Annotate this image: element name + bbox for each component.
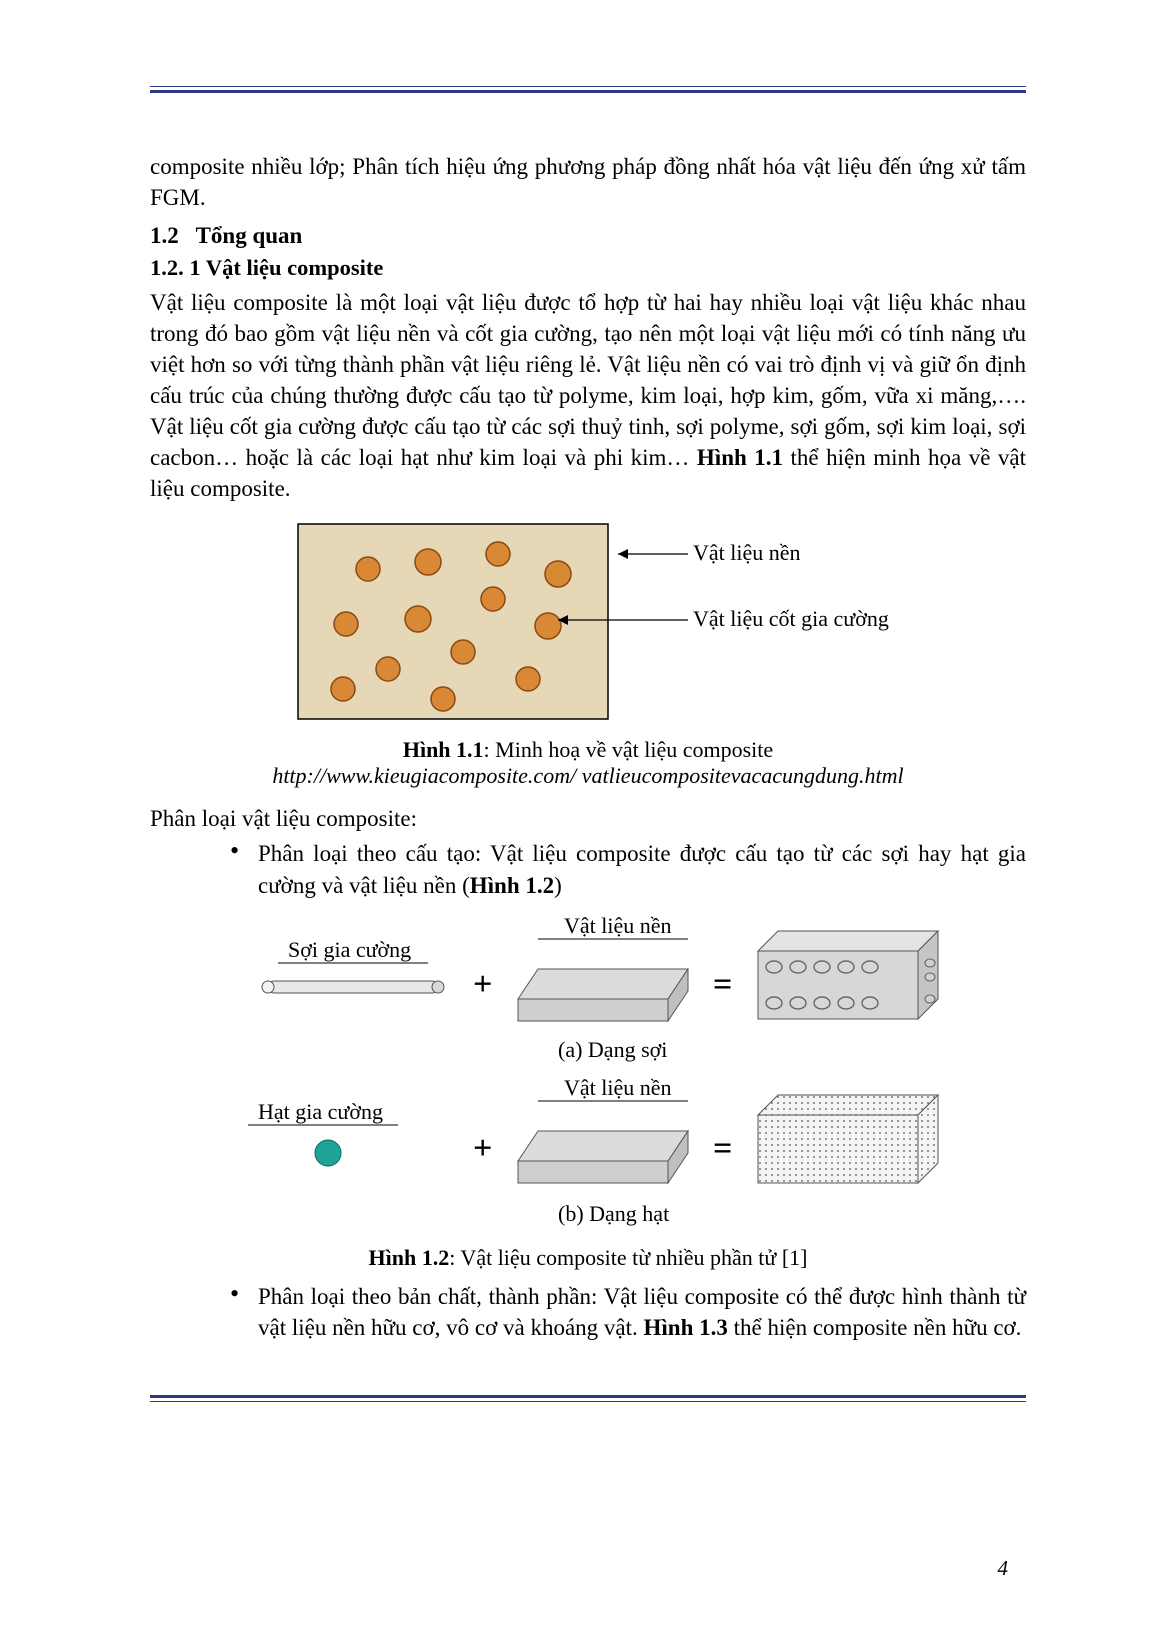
fig2-label-hat: Hạt gia cường [258,1099,383,1124]
heading-1.2: 1.2 Tổng quan [150,223,1026,249]
top-rule [150,86,1026,93]
fig1-caption-bold: Hình 1.1 [403,737,484,762]
figure-1.1-svg: Vật liệu nền Vật liệu cốt gia cường [283,516,893,731]
classify-intro: Phân loại vật liệu composite: [150,803,1026,834]
figure-1.2: Sợi gia cường + Vật liệu nền = [150,909,1026,1239]
matrix-block-a [518,969,688,1021]
bullet2-figref: Hình 1.3 [644,1315,728,1340]
heading-1.2-text: Tổng quan [196,223,303,248]
classification-list: Phân loại theo cấu tạo: Vật liệu composi… [150,838,1026,900]
figure-1.2-svg: Sợi gia cường + Vật liệu nền = [218,909,958,1239]
intro-paragraph: composite nhiều lớp; Phân tích hiệu ứng … [150,151,1026,213]
equals-icon-b: = [713,1130,732,1167]
bullet2-tail: thể hiện composite nền hữu cơ. [728,1315,1022,1340]
plus-icon-b: + [473,1130,492,1167]
fig1-caption-rest: : Minh hoạ về vật liệu composite [484,737,774,762]
classification-list-2: Phân loại theo bản chất, thành phần: Vật… [150,1281,1026,1343]
bullet-2: Phân loại theo bản chất, thành phần: Vật… [230,1281,1026,1343]
bullet1-tail: ) [554,873,562,898]
heading-1.2.1: 1.2. 1 Vật liệu composite [150,255,1026,281]
bottom-rule [150,1395,1026,1402]
fiber-icon [262,981,444,993]
figure-1.1: Vật liệu nền Vật liệu cốt gia cường [150,516,1026,731]
figure-1.1-caption: Hình 1.1: Minh hoạ về vật liệu composite [150,737,1026,763]
bullet-1: Phân loại theo cấu tạo: Vật liệu composi… [230,838,1026,900]
fig2-label-soi: Sợi gia cường [288,937,411,962]
matrix-block-b [518,1131,688,1183]
fig2-sub-a: (a) Dạng sợi [558,1037,667,1062]
fig1-label-cot: Vật liệu cốt gia cường [693,606,889,631]
particle-composite-block [758,1095,938,1183]
heading-1.2-number: 1.2 [150,223,179,248]
bullet1-lead: Phân loại theo cấu tạo: Vật liệu composi… [258,841,1026,897]
figure-1.2-caption: Hình 1.2: Vật liệu composite từ nhiều ph… [150,1245,1026,1271]
page-number: 4 [998,1556,1009,1581]
page-container: composite nhiều lớp; Phân tích hiệu ứng … [0,0,1158,1637]
para-figref: Hình 1.1 [697,445,783,470]
fiber-composite-block [758,931,938,1019]
bullet1-figref: Hình 1.2 [470,873,554,898]
fig2-label-nen-b: Vật liệu nền [564,1075,672,1100]
paragraph-1.2.1: Vật liệu composite là một loại vật liệu … [150,287,1026,504]
particle-icon [315,1140,341,1166]
para-lead: Vật liệu composite là một loại vật liệu … [150,290,1026,470]
equals-icon: = [713,966,732,1003]
fig2-sub-b: (b) Dạng hạt [558,1201,669,1226]
fig1-label-nen: Vật liệu nền [693,540,801,565]
fig2-caption-bold: Hình 1.2 [369,1245,450,1270]
fig2-label-nen-a: Vật liệu nền [564,913,672,938]
figure-1.1-url: http://www.kieugiacomposite.com/ vatlieu… [150,763,1026,789]
plus-icon: + [473,966,492,1003]
fig2-caption-rest: : Vật liệu composite từ nhiều phần tử [1… [449,1245,807,1270]
